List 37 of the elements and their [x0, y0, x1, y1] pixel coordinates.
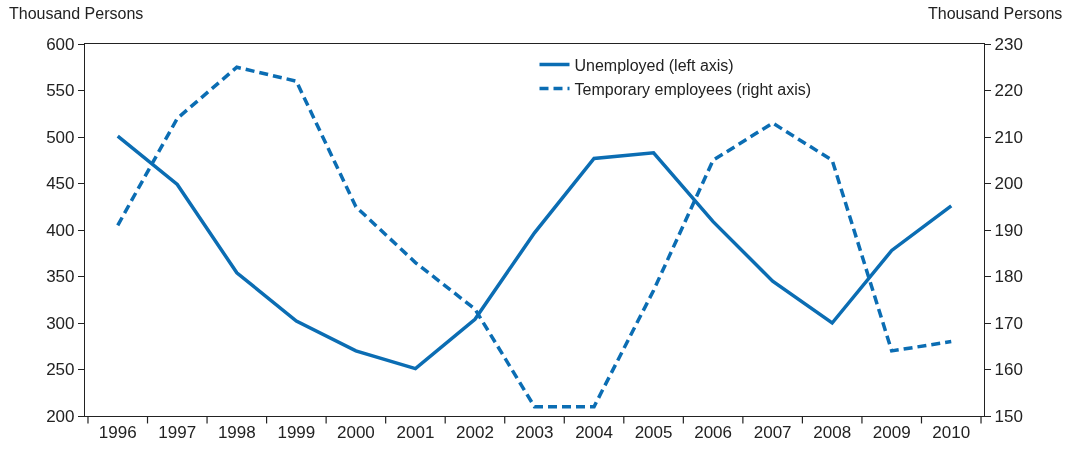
x-tick-label: 2008 [813, 422, 852, 442]
y2-tick-label: 210 [994, 127, 1023, 147]
x-tick-label: 2002 [456, 422, 494, 442]
y2-tick-label: 180 [994, 267, 1023, 287]
x-tick-label: 2000 [336, 422, 375, 442]
y-tick-label: 300 [46, 313, 75, 333]
y2-tick-label: 190 [994, 220, 1023, 240]
x-tick-label: 1998 [217, 422, 256, 442]
y-tick-label: 350 [46, 267, 75, 287]
y-tick-label: 450 [46, 174, 75, 194]
x-tick-label: 2009 [872, 422, 911, 442]
y-tick-label: 250 [46, 360, 75, 380]
y-tick-label: 400 [46, 220, 75, 240]
y2-tick-label: 230 [994, 34, 1023, 54]
legend-label: Unemployed (left axis) [574, 56, 734, 74]
y2-tick-label: 150 [994, 406, 1023, 426]
x-tick-label: 2007 [753, 422, 792, 442]
x-tick-label: 1996 [98, 422, 137, 442]
legend-label: Temporary employees (right axis) [574, 80, 812, 98]
y-tick-label: 500 [46, 127, 75, 147]
y2-tick-label: 170 [994, 313, 1023, 333]
y-tick-label: 200 [46, 406, 75, 426]
x-tick-label: 1997 [158, 422, 197, 442]
y2-tick-label: 200 [994, 174, 1023, 194]
y-axis-title: Thousand Persons [9, 5, 144, 22]
y-tick-label: 600 [46, 34, 75, 54]
x-tick-label: 2004 [575, 422, 613, 442]
x-tick-label: 2010 [932, 422, 971, 442]
y2-tick-label: 220 [994, 81, 1023, 101]
x-tick-label: 2005 [634, 422, 673, 442]
x-tick-label: 1999 [277, 422, 316, 442]
y2-axis-title: Thousand Persons [928, 5, 1063, 22]
y-tick-label: 550 [46, 81, 75, 101]
x-tick-label: 2003 [515, 422, 554, 442]
y2-tick-label: 160 [994, 360, 1023, 380]
x-tick-label: 2006 [694, 422, 733, 442]
x-tick-label: 2001 [396, 422, 435, 442]
